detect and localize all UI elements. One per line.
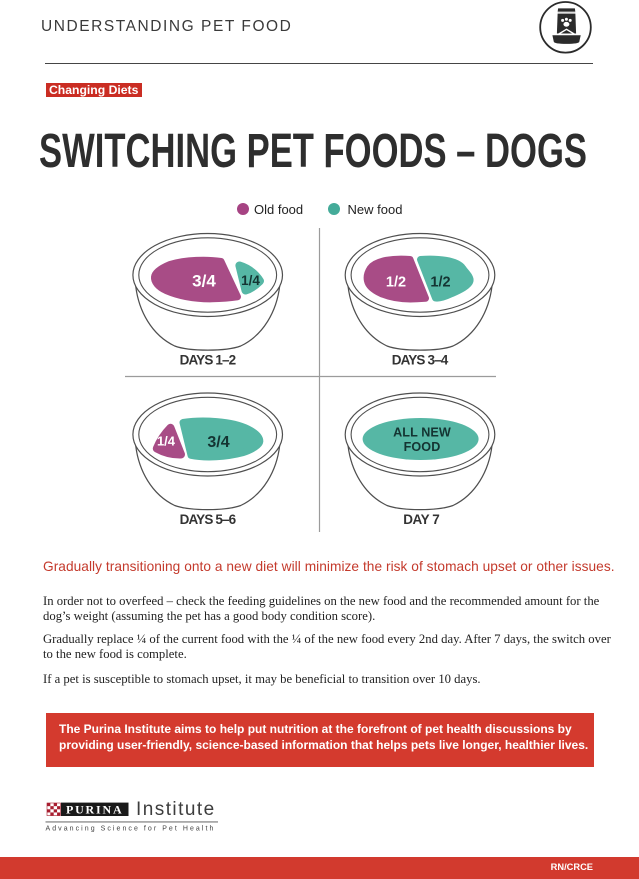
svg-text:3/4: 3/4 <box>192 272 216 291</box>
svg-text:ALL NEW: ALL NEW <box>393 425 451 439</box>
svg-text:1/4: 1/4 <box>241 273 260 288</box>
svg-text:DAYS 5–6: DAYS 5–6 <box>180 512 237 527</box>
svg-text:Advancing Science for Pet Heal: Advancing Science for Pet Health <box>46 826 216 833</box>
svg-text:Institute: Institute <box>136 801 216 820</box>
svg-text:1/4: 1/4 <box>157 434 176 449</box>
svg-text:DAY 7: DAY 7 <box>403 512 440 527</box>
svg-text:PURINA: PURINA <box>66 802 123 816</box>
svg-text:DAYS 3–4: DAYS 3–4 <box>392 353 449 368</box>
svg-text:DAYS 1–2: DAYS 1–2 <box>180 353 237 368</box>
svg-text:1/2: 1/2 <box>430 275 450 291</box>
svg-text:1/2: 1/2 <box>386 275 406 291</box>
svg-text:FOOD: FOOD <box>404 440 441 454</box>
svg-text:3/4: 3/4 <box>207 434 229 451</box>
